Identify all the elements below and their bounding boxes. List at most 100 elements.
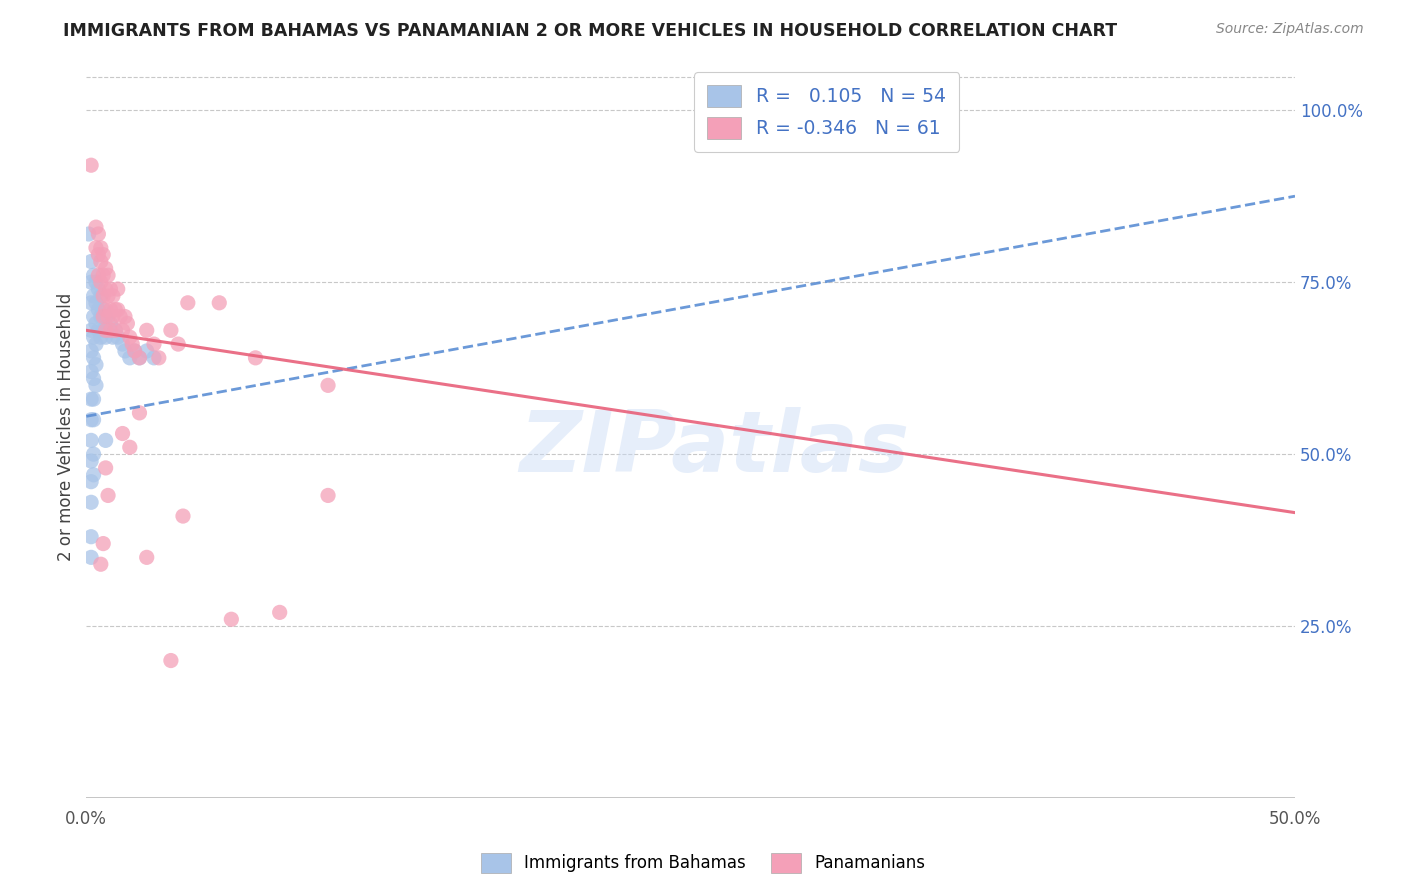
Point xyxy=(87,282,110,296)
Point xyxy=(83,351,105,365)
Point xyxy=(87,227,110,241)
Point xyxy=(94,330,117,344)
Point xyxy=(90,330,112,344)
Point xyxy=(108,310,131,324)
Point xyxy=(83,392,105,406)
Point xyxy=(80,434,103,448)
Point xyxy=(143,351,166,365)
Point xyxy=(316,488,339,502)
Point xyxy=(114,343,136,358)
Point xyxy=(100,323,122,337)
Point xyxy=(80,365,103,379)
Point xyxy=(124,343,146,358)
Point xyxy=(111,426,134,441)
Point xyxy=(107,282,129,296)
Point xyxy=(91,536,114,550)
Point xyxy=(135,343,157,358)
Point xyxy=(97,289,120,303)
Point xyxy=(87,302,110,317)
Point xyxy=(143,337,166,351)
Point xyxy=(104,323,127,337)
Point xyxy=(80,550,103,565)
Point xyxy=(80,530,103,544)
Y-axis label: 2 or more Vehicles in Household: 2 or more Vehicles in Household xyxy=(58,293,75,561)
Point xyxy=(100,282,122,296)
Point xyxy=(94,434,117,448)
Point xyxy=(118,330,141,344)
Text: Source: ZipAtlas.com: Source: ZipAtlas.com xyxy=(1216,22,1364,37)
Text: ZIPatlas: ZIPatlas xyxy=(520,408,910,491)
Point xyxy=(83,413,105,427)
Point xyxy=(84,220,107,235)
Point xyxy=(111,323,134,337)
Point xyxy=(91,247,114,261)
Point xyxy=(167,337,190,351)
Text: IMMIGRANTS FROM BAHAMAS VS PANAMANIAN 2 OR MORE VEHICLES IN HOUSEHOLD CORRELATIO: IMMIGRANTS FROM BAHAMAS VS PANAMANIAN 2 … xyxy=(63,22,1118,40)
Point xyxy=(121,337,143,351)
Point xyxy=(80,158,103,172)
Point xyxy=(91,302,114,317)
Point xyxy=(80,275,103,289)
Point xyxy=(114,310,136,324)
Point xyxy=(128,406,150,420)
Point xyxy=(124,343,146,358)
Point xyxy=(94,282,117,296)
Point xyxy=(87,268,110,283)
Point xyxy=(90,241,112,255)
Point xyxy=(160,323,183,337)
Point xyxy=(91,310,114,324)
Point xyxy=(91,268,114,283)
Point xyxy=(97,268,120,283)
Point xyxy=(208,295,231,310)
Point xyxy=(90,558,112,572)
Point xyxy=(94,302,117,317)
Point xyxy=(117,317,139,331)
Point xyxy=(135,550,157,565)
Point xyxy=(90,289,112,303)
Point xyxy=(80,254,103,268)
Point xyxy=(83,447,105,461)
Point xyxy=(160,654,183,668)
Point xyxy=(101,289,124,303)
Point xyxy=(80,392,103,406)
Point xyxy=(84,337,107,351)
Point xyxy=(80,475,103,489)
Point xyxy=(101,330,124,344)
Point xyxy=(83,268,105,283)
Point xyxy=(80,495,103,509)
Point xyxy=(94,261,117,276)
Point xyxy=(90,310,112,324)
Point xyxy=(77,227,100,241)
Point xyxy=(83,310,105,324)
Point xyxy=(269,606,291,620)
Point xyxy=(104,302,127,317)
Point xyxy=(135,323,157,337)
Point xyxy=(90,254,112,268)
Point xyxy=(83,289,105,303)
Point xyxy=(111,337,134,351)
Legend: Immigrants from Bahamas, Panamanians: Immigrants from Bahamas, Panamanians xyxy=(474,847,932,880)
Point xyxy=(100,317,122,331)
Point xyxy=(84,358,107,372)
Point xyxy=(94,310,117,324)
Point xyxy=(101,310,124,324)
Point xyxy=(84,275,107,289)
Point xyxy=(91,289,114,303)
Point xyxy=(128,351,150,365)
Point xyxy=(83,330,105,344)
Point xyxy=(90,275,112,289)
Point xyxy=(80,454,103,468)
Point xyxy=(83,371,105,385)
Point xyxy=(97,310,120,324)
Point xyxy=(118,440,141,454)
Point xyxy=(83,467,105,482)
Legend: R =   0.105   N = 54, R = -0.346   N = 61: R = 0.105 N = 54, R = -0.346 N = 61 xyxy=(695,72,959,152)
Point xyxy=(316,378,339,392)
Point xyxy=(148,351,170,365)
Point xyxy=(94,323,117,337)
Point xyxy=(100,302,122,317)
Point xyxy=(87,247,110,261)
Point xyxy=(84,295,107,310)
Point xyxy=(177,295,200,310)
Point xyxy=(80,323,103,337)
